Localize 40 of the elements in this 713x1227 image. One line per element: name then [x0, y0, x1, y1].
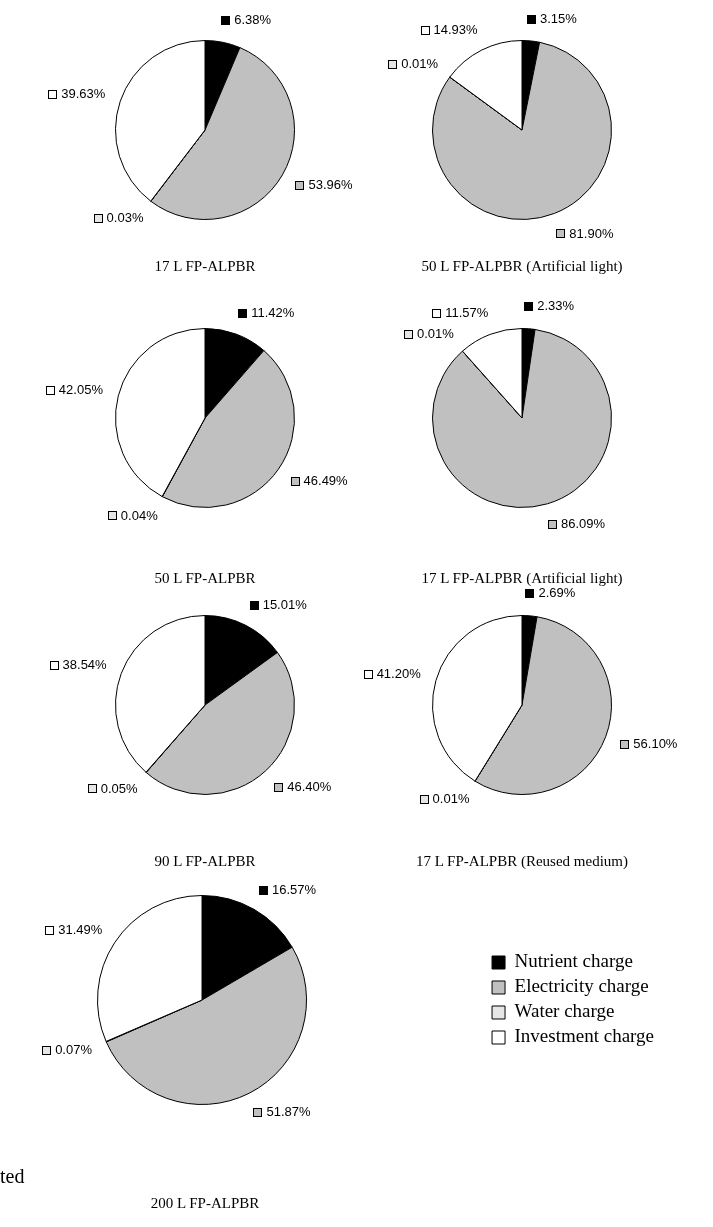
data-label: 42.05%: [58, 382, 104, 398]
data-label: 14.93%: [433, 22, 479, 38]
data-label: 0.05%: [100, 780, 139, 796]
data-label: 41.20%: [376, 666, 422, 682]
data-label: 86.09%: [560, 516, 606, 532]
data-label: 3.15%: [540, 10, 578, 26]
legend-label: Nutrient charge: [514, 950, 633, 972]
data-label: 31.49%: [58, 922, 103, 938]
data-label: 0.01%: [432, 791, 470, 807]
text: 17 L FP-ALPBR (Reused medium): [415, 853, 629, 870]
data-label: 56.10%: [633, 735, 678, 751]
data-label: 0.01%: [417, 326, 455, 342]
data-label: 11.42%: [251, 305, 295, 321]
data-label: 0.04%: [120, 507, 159, 523]
data-label: 46.49%: [303, 473, 349, 489]
data-label: 2.33%: [537, 298, 575, 314]
legend-label: Electricity charge: [514, 975, 649, 997]
data-label: 46.40%: [287, 778, 332, 794]
data-label: 53.96%: [308, 177, 353, 193]
data-label: 11.57%: [445, 305, 489, 321]
text: 50 L FP-ALPBR: [153, 570, 257, 587]
text: 50 L FP-ALPBR (Artificial light): [420, 258, 624, 275]
legend-label: Investment charge: [514, 1025, 655, 1047]
data-label: 16.57%: [271, 881, 317, 897]
data-label: 51.87%: [266, 1104, 311, 1120]
text: 17 L FP-ALPBR (Artificial light): [420, 570, 624, 587]
text: 200 L FP-ALPBR: [149, 1195, 261, 1212]
data-label: 0.01%: [401, 55, 439, 71]
data-label: 2.69%: [538, 585, 576, 601]
data-label: 6.38%: [234, 12, 272, 28]
text: 90 L FP-ALPBR: [153, 853, 257, 870]
data-label: 38.54%: [62, 657, 108, 673]
text: 17 L FP-ALPBR: [153, 258, 257, 275]
data-label: 81.90%: [569, 225, 614, 241]
legend-label: Water charge: [514, 1000, 615, 1022]
data-label: 0.07%: [55, 1042, 93, 1057]
data-label: 15.01%: [262, 597, 308, 613]
data-label: 0.03%: [106, 210, 144, 226]
text: ted: [0, 1165, 25, 1188]
data-label: 39.63%: [61, 85, 106, 101]
